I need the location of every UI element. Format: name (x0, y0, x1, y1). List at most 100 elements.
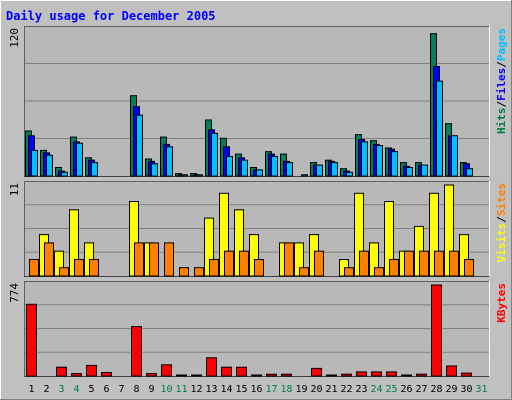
x-tick-label-17: 17 (265, 384, 277, 395)
bar-kbytes-day-29 (446, 365, 457, 377)
x-tick-label-12: 12 (190, 384, 202, 395)
bar-pages-day-16 (256, 169, 263, 177)
x-tick-label-9: 9 (148, 384, 154, 395)
bar-kbytes-day-8 (131, 326, 142, 377)
x-tick-label-21: 21 (325, 384, 337, 395)
bar-kbytes-day-1 (26, 303, 37, 377)
bar-kbytes-day-16 (251, 374, 262, 377)
legend-entry: Pages (495, 28, 508, 61)
bar-sites-day-1 (29, 259, 39, 277)
bar-sites-day-16 (254, 259, 264, 277)
y-max-label: 11 (8, 183, 21, 196)
bar-kbytes-day-10 (161, 364, 172, 377)
x-tick-label-27: 27 (415, 384, 427, 395)
panel-hits-files-pages: 120 Hits/Files/Pages (8, 26, 508, 177)
x-tick-label-4: 4 (73, 384, 79, 395)
x-tick-label-20: 20 (310, 384, 322, 395)
bar-sites-day-25 (389, 259, 399, 277)
bar-sites-day-10 (164, 242, 174, 277)
bar-kbytes-day-4 (71, 373, 82, 377)
bar-pages-day-28 (436, 80, 443, 177)
bar-pages-day-29 (451, 135, 458, 177)
x-tick-label-31: 31 (475, 384, 487, 395)
legend-kbytes: KBytes (495, 283, 508, 323)
y-max-label: 774 (8, 283, 21, 303)
bar-kbytes-day-27 (416, 373, 427, 377)
bar-sites-day-13 (209, 259, 219, 277)
x-tick-label-25: 25 (385, 384, 397, 395)
x-tick-label-3: 3 (58, 384, 64, 395)
bar-pages-day-25 (391, 151, 398, 177)
bar-sites-day-18 (284, 242, 294, 277)
x-tick-label-15: 15 (235, 384, 247, 395)
bar-kbytes-day-21 (326, 374, 337, 377)
x-tick-label-26: 26 (400, 384, 412, 395)
legend-hits-files-pages: Hits/Files/Pages (495, 28, 508, 134)
panel-kbytes: 774 KBytes (8, 281, 508, 377)
bar-pages-day-8 (136, 114, 143, 177)
bar-kbytes-day-13 (206, 357, 217, 377)
legend-entry: / (495, 216, 508, 223)
bar-kbytes-day-23 (356, 371, 367, 377)
bar-pages-day-11 (181, 174, 188, 177)
bar-sites-day-8 (134, 242, 144, 277)
bar-kbytes-day-14 (221, 366, 232, 377)
bar-pages-day-4 (76, 142, 83, 177)
bar-kbytes-day-30 (461, 372, 472, 377)
bar-sites-day-20 (314, 250, 324, 277)
bar-kbytes-day-22 (341, 373, 352, 377)
bar-sites-day-29 (449, 250, 459, 277)
bar-sites-day-22 (344, 267, 354, 277)
bar-sites-day-23 (359, 250, 369, 277)
bar-kbytes-day-15 (236, 366, 247, 377)
legend-entry: Hits (495, 108, 508, 135)
bar-kbytes-day-12 (191, 374, 202, 377)
x-tick-label-8: 8 (133, 384, 139, 395)
panel-visits-sites: 11 Visits/Sites (8, 181, 508, 277)
y-max-label: 120 (8, 28, 21, 48)
bar-kbytes-day-24 (371, 371, 382, 377)
bar-pages-day-17 (271, 156, 278, 177)
x-tick-label-29: 29 (445, 384, 457, 395)
bar-pages-day-21 (331, 162, 338, 177)
x-tick-label-13: 13 (205, 384, 217, 395)
bar-sites-day-19 (299, 267, 309, 277)
bar-pages-day-12 (196, 174, 203, 177)
bar-pages-day-9 (151, 163, 158, 177)
bar-kbytes-day-11 (176, 374, 187, 377)
x-tick-label-30: 30 (460, 384, 472, 395)
bar-sites-day-30 (464, 259, 474, 277)
bar-kbytes-day-9 (146, 373, 157, 377)
legend-entry: Files (495, 68, 508, 101)
bar-kbytes-day-5 (86, 364, 97, 377)
bar-pages-day-26 (406, 167, 413, 177)
bar-sites-day-27 (419, 250, 429, 277)
x-tick-label-19: 19 (295, 384, 307, 395)
x-tick-label-23: 23 (355, 384, 367, 395)
bar-kbytes-day-3 (56, 366, 67, 377)
bar-sites-day-11 (179, 267, 189, 277)
bar-kbytes-day-20 (311, 367, 322, 377)
x-tick-label-10: 10 (160, 384, 172, 395)
x-tick-label-5: 5 (88, 384, 94, 395)
bar-pages-day-10 (166, 146, 173, 177)
bar-sites-day-12 (194, 267, 204, 277)
bar-sites-day-4 (74, 259, 84, 277)
bar-kbytes-day-26 (401, 374, 412, 377)
bar-kbytes-day-6 (101, 372, 112, 377)
x-tick-label-14: 14 (220, 384, 232, 395)
bar-pages-day-22 (346, 171, 353, 177)
bar-pages-day-14 (226, 156, 233, 177)
bar-sites-day-26 (404, 250, 414, 277)
bar-pages-day-1 (31, 149, 38, 177)
bar-pages-day-13 (211, 132, 218, 177)
bar-sites-day-5 (89, 259, 99, 277)
x-tick-label-2: 2 (43, 384, 49, 395)
legend-entry: Sites (495, 183, 508, 216)
bar-pages-day-27 (421, 164, 428, 177)
bar-pages-day-3 (61, 171, 68, 177)
bar-pages-day-5 (91, 162, 98, 177)
bar-sites-day-2 (44, 242, 54, 277)
